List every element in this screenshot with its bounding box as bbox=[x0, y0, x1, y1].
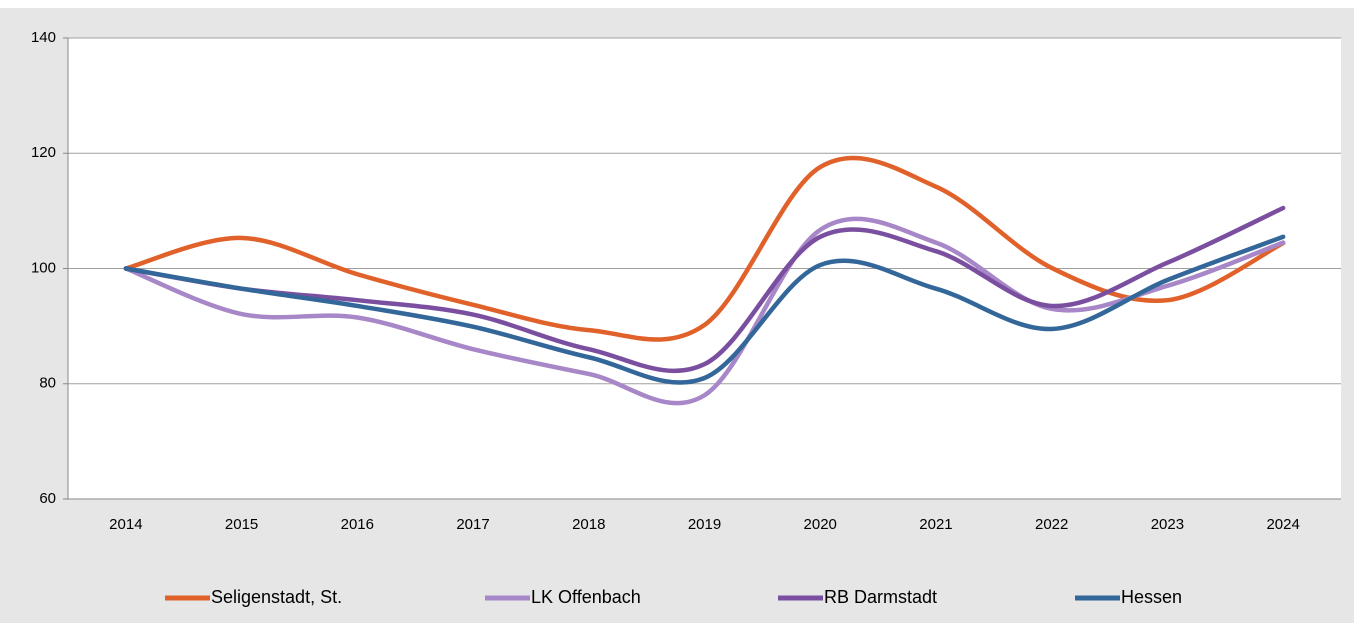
x-tick-label: 2015 bbox=[225, 516, 258, 533]
series-line bbox=[123, 155, 1286, 342]
y-tick-label: 100 bbox=[31, 259, 56, 276]
y-tick-label: 140 bbox=[31, 29, 56, 46]
y-tick-label: 80 bbox=[39, 375, 56, 392]
series-line bbox=[123, 205, 1286, 374]
y-tick-label: 120 bbox=[31, 144, 56, 161]
x-tick-label: 2020 bbox=[804, 516, 837, 533]
x-tick-label: 2023 bbox=[1151, 516, 1184, 533]
series-line bbox=[123, 234, 1286, 385]
legend-label: LK Offenbach bbox=[531, 587, 641, 607]
x-tick-label: 2014 bbox=[109, 516, 142, 533]
legend-label: Seligenstadt, St. bbox=[211, 587, 342, 607]
x-tick-label: 2018 bbox=[572, 516, 605, 533]
legend-label: Hessen bbox=[1121, 587, 1182, 607]
x-tick-label: 2016 bbox=[341, 516, 374, 533]
x-tick-label: 2022 bbox=[1035, 516, 1068, 533]
x-tick-label: 2024 bbox=[1266, 516, 1299, 533]
legend-label: RB Darmstadt bbox=[824, 587, 937, 607]
x-tick-label: 2021 bbox=[919, 516, 952, 533]
x-tick-label: 2017 bbox=[456, 516, 489, 533]
series-line bbox=[123, 216, 1286, 406]
y-tick-label: 60 bbox=[39, 490, 56, 507]
x-tick-label: 2019 bbox=[688, 516, 721, 533]
